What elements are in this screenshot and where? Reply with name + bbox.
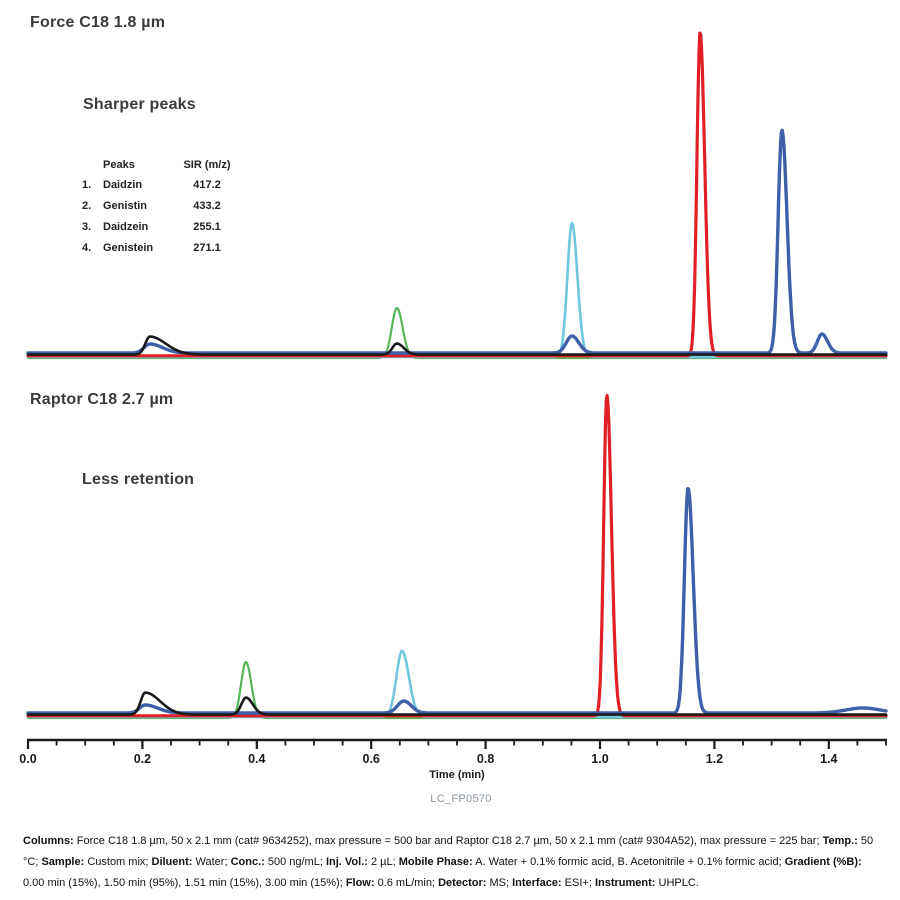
footer-field-value: 50 °C; <box>23 835 874 868</box>
footer-field-label: Mobile Phase: <box>398 856 473 868</box>
peaks-column-header: Peaks <box>103 158 135 171</box>
peaks-table-cell-name: Daidzin <box>103 178 143 191</box>
trace-genistein-sir-271-1 <box>26 128 888 355</box>
peaks-table: Peaks SIR (m/z) 1. Daidzin 417.2 2. Genistin… <box>82 155 248 258</box>
time-axis: 0.0 0.2 0.4 0.6 0.8 1.0 1.2 1.4 <box>19 738 887 766</box>
footer-field-label: Diluent: <box>151 856 193 868</box>
peaks-table-row: 1. Daidzin 417.2 <box>82 174 248 195</box>
figure-id-watermark: LC_FP0570 <box>430 793 492 805</box>
annotation-sharper-peaks: Sharper peaks <box>83 96 196 113</box>
footer-field-value: 0.00 min (15%), 1.50 min (95%), 1.51 min… <box>23 877 346 889</box>
axis-tick-label: 0.0 <box>19 752 36 766</box>
peaks-table-cell-num: 4. <box>82 241 92 254</box>
peaks-table-cell-name: Genistin <box>103 199 148 212</box>
peaks-table-body: 1. Daidzin 417.2 2. Genistin 433.2 3. Daidzein 2… <box>82 174 248 258</box>
axis-tick-label: 1.4 <box>820 752 837 766</box>
annotation-less-retention: Less retention <box>82 471 195 488</box>
peaks-table-cell-name: Genistein <box>103 241 154 254</box>
footer-field-value: A. Water + 0.1% formic acid, B. Acetonit… <box>472 856 785 868</box>
conditions-footer: Columns: Force C18 1.8 µm, 50 x 2.1 mm (… <box>23 831 879 894</box>
peaks-table-cell-num: 3. <box>82 220 92 233</box>
trace-genistein-sir-271-1 <box>26 487 888 715</box>
axis-tick-label: 0.4 <box>248 752 265 766</box>
footer-field-value: 0.6 mL/min; <box>374 877 439 889</box>
time-axis-label: Time (min) <box>429 769 485 781</box>
panel-title-raptor: Raptor C18 2.7 µm <box>30 391 174 408</box>
axis-tick-label: 0.2 <box>134 752 151 766</box>
peaks-table-header: Peaks SIR (m/z) <box>82 155 248 174</box>
footer-field-label: Temp.: <box>822 835 858 847</box>
sir-column-header: SIR (m/z) <box>183 158 231 171</box>
peaks-table-row: 4. Genistein 271.1 <box>82 237 248 258</box>
peaks-table-cell-mz: 271.1 <box>193 241 221 254</box>
footer-field-label: Conc.: <box>230 856 265 868</box>
axis-tick-label: 1.2 <box>706 752 723 766</box>
footer-field-label: Columns: <box>23 835 74 847</box>
footer-field-label: Sample: <box>41 856 85 868</box>
force-chromatogram-traces <box>26 31 888 360</box>
footer-field-label: Flow: <box>345 877 375 889</box>
trace-daidzin-sir-417-2 <box>26 660 888 720</box>
trace-daidzein-sir-255-1 <box>26 393 888 718</box>
footer-field-label: Inj. Vol.: <box>325 856 368 868</box>
trace-solvent-front <box>26 335 888 356</box>
footer-field-label: Interface: <box>512 877 562 889</box>
peaks-table-row: 3. Daidzein 255.1 <box>82 216 248 237</box>
peaks-table-cell-mz: 433.2 <box>193 199 221 212</box>
footer-field-value: MS; <box>486 877 513 889</box>
footer-field-value: Water; <box>192 856 231 868</box>
panel-title-force: Force C18 1.8 µm <box>30 14 166 31</box>
trace-daidzin-sir-417-2 <box>26 306 888 360</box>
raptor-chromatogram-traces <box>26 393 888 720</box>
peaks-table-cell-num: 1. <box>82 178 92 191</box>
footer-field-value: 500 ng/mL; <box>264 856 326 868</box>
peaks-table-cell-name: Daidzein <box>103 220 149 233</box>
axis-tick-label: 1.0 <box>591 752 608 766</box>
footer-field-value: Force C18 1.8 µm, 50 x 2.1 mm (cat# 9634… <box>73 835 823 847</box>
footer-field-value: ESI+; <box>561 877 595 889</box>
footer-field-value: 2 µL; <box>367 856 399 868</box>
peaks-table-cell-num: 2. <box>82 199 92 212</box>
footer-field-label: Instrument: <box>594 877 656 889</box>
trace-solvent-front <box>26 691 888 716</box>
footer-field-label: Detector: <box>438 877 487 889</box>
peaks-table-cell-mz: 417.2 <box>193 178 221 191</box>
footer-field-label: Gradient (%B): <box>784 856 862 868</box>
peaks-table-row: 2. Genistin 433.2 <box>82 195 248 216</box>
axis-tick-label: 0.6 <box>363 752 380 766</box>
peaks-table-cell-mz: 255.1 <box>193 220 221 233</box>
footer-field-value: UHPLC. <box>655 877 699 889</box>
axis-tick-label: 0.8 <box>477 752 494 766</box>
footer-field-value: Custom mix; <box>84 856 152 868</box>
